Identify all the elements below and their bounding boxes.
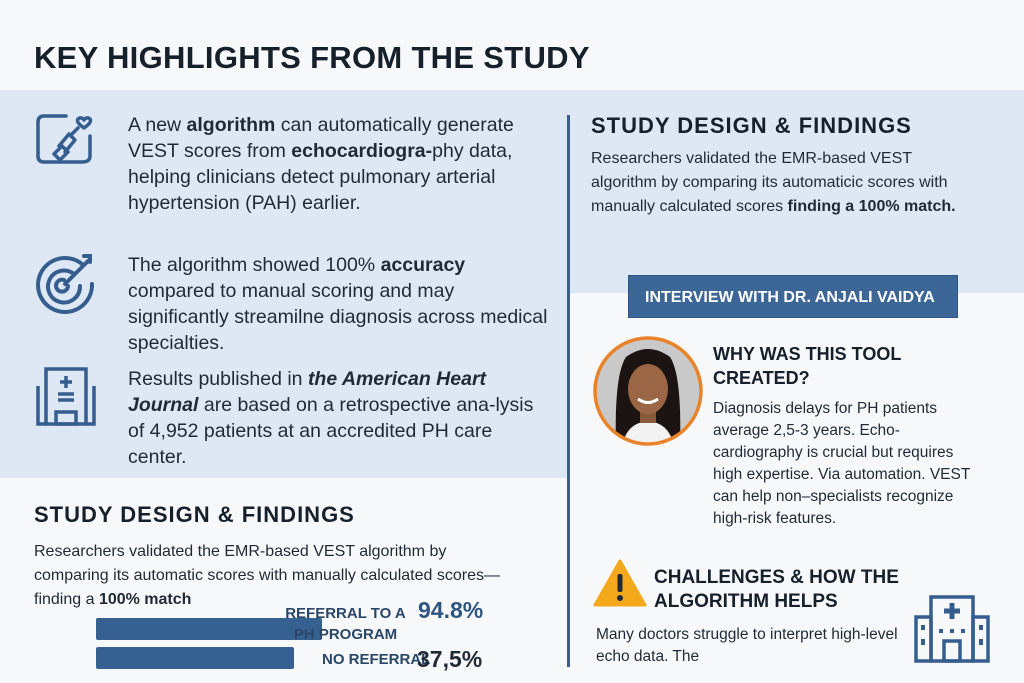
doctor-photo <box>593 336 703 446</box>
echo-probe-heart-icon <box>36 114 93 164</box>
highlight-1: A new algorithm can automatically genera… <box>128 112 553 216</box>
text: can automatically generate VEST scores f… <box>128 114 514 162</box>
answer-why-created: Diagnosis delays for PH patients average… <box>713 400 971 527</box>
challenges-text: Many doctors struggle to interpret high-… <box>596 626 898 665</box>
text: Results published in <box>128 368 308 390</box>
bold-text: 100% match <box>98 591 192 608</box>
study-heading-right: STUDY DESIGN & FINDINGS <box>591 113 912 138</box>
bold-text: accuracy <box>380 254 466 276</box>
value-referral: 94.8% <box>418 597 484 623</box>
warning-icon <box>593 559 647 607</box>
text: Researchers validated the EMR-based VEST… <box>34 543 500 608</box>
highlight-3: Results published in the American Heart … <box>128 366 553 470</box>
challenges-heading: CHALLENGES & HOW THE ALGORITHM HELPS <box>654 567 899 612</box>
interview-banner: INTERVIEW WITH DR. ANJALI VAIDYA <box>628 275 958 318</box>
text: are based on a retrospective ana-lysis o… <box>128 394 534 468</box>
value-no-referral: 37,5% <box>417 646 483 672</box>
study-text-right: Researchers validated the EMR-based VEST… <box>591 147 981 219</box>
bar-referral <box>96 618 322 640</box>
header-band <box>0 0 1024 90</box>
label-referral: REFERRAL TO A PH PROGRAM <box>285 605 406 643</box>
bold-text: echocardiogra- <box>291 140 433 162</box>
question-why-created: WHY WAS THIS TOOL CREATED? <box>713 344 902 388</box>
journal-name: the American Heart Journal <box>128 368 487 416</box>
study-panel-right <box>568 90 1024 293</box>
bar-no-referral <box>96 647 294 669</box>
hospital-building-icon <box>914 595 990 663</box>
bold-text: finding a 100% match. <box>787 198 956 215</box>
text: The algorithm showed 100% <box>128 254 381 276</box>
page-title: KEY HIGHLIGHTS FROM THE STUDY <box>34 40 590 75</box>
text: A new <box>128 114 187 136</box>
target-icon <box>36 254 95 314</box>
column-divider <box>567 115 570 667</box>
text: Researchers validated the EMR-based VEST… <box>591 150 948 215</box>
study-heading-left: STUDY DESIGN & FINDINGS <box>34 502 355 527</box>
study-text-left: Researchers validated the EMR-based VEST… <box>34 540 504 612</box>
text: compared to manual scoring and may signi… <box>128 280 548 354</box>
text: phy data, helping clinicians detect pulm… <box>128 140 513 214</box>
bold-text: algorithm <box>186 114 276 136</box>
highlight-2: The algorithm showed 100% accuracy compa… <box>128 252 553 356</box>
label-no-referral: NO REFERRAL <box>322 651 431 668</box>
hospital-icon <box>36 367 96 426</box>
